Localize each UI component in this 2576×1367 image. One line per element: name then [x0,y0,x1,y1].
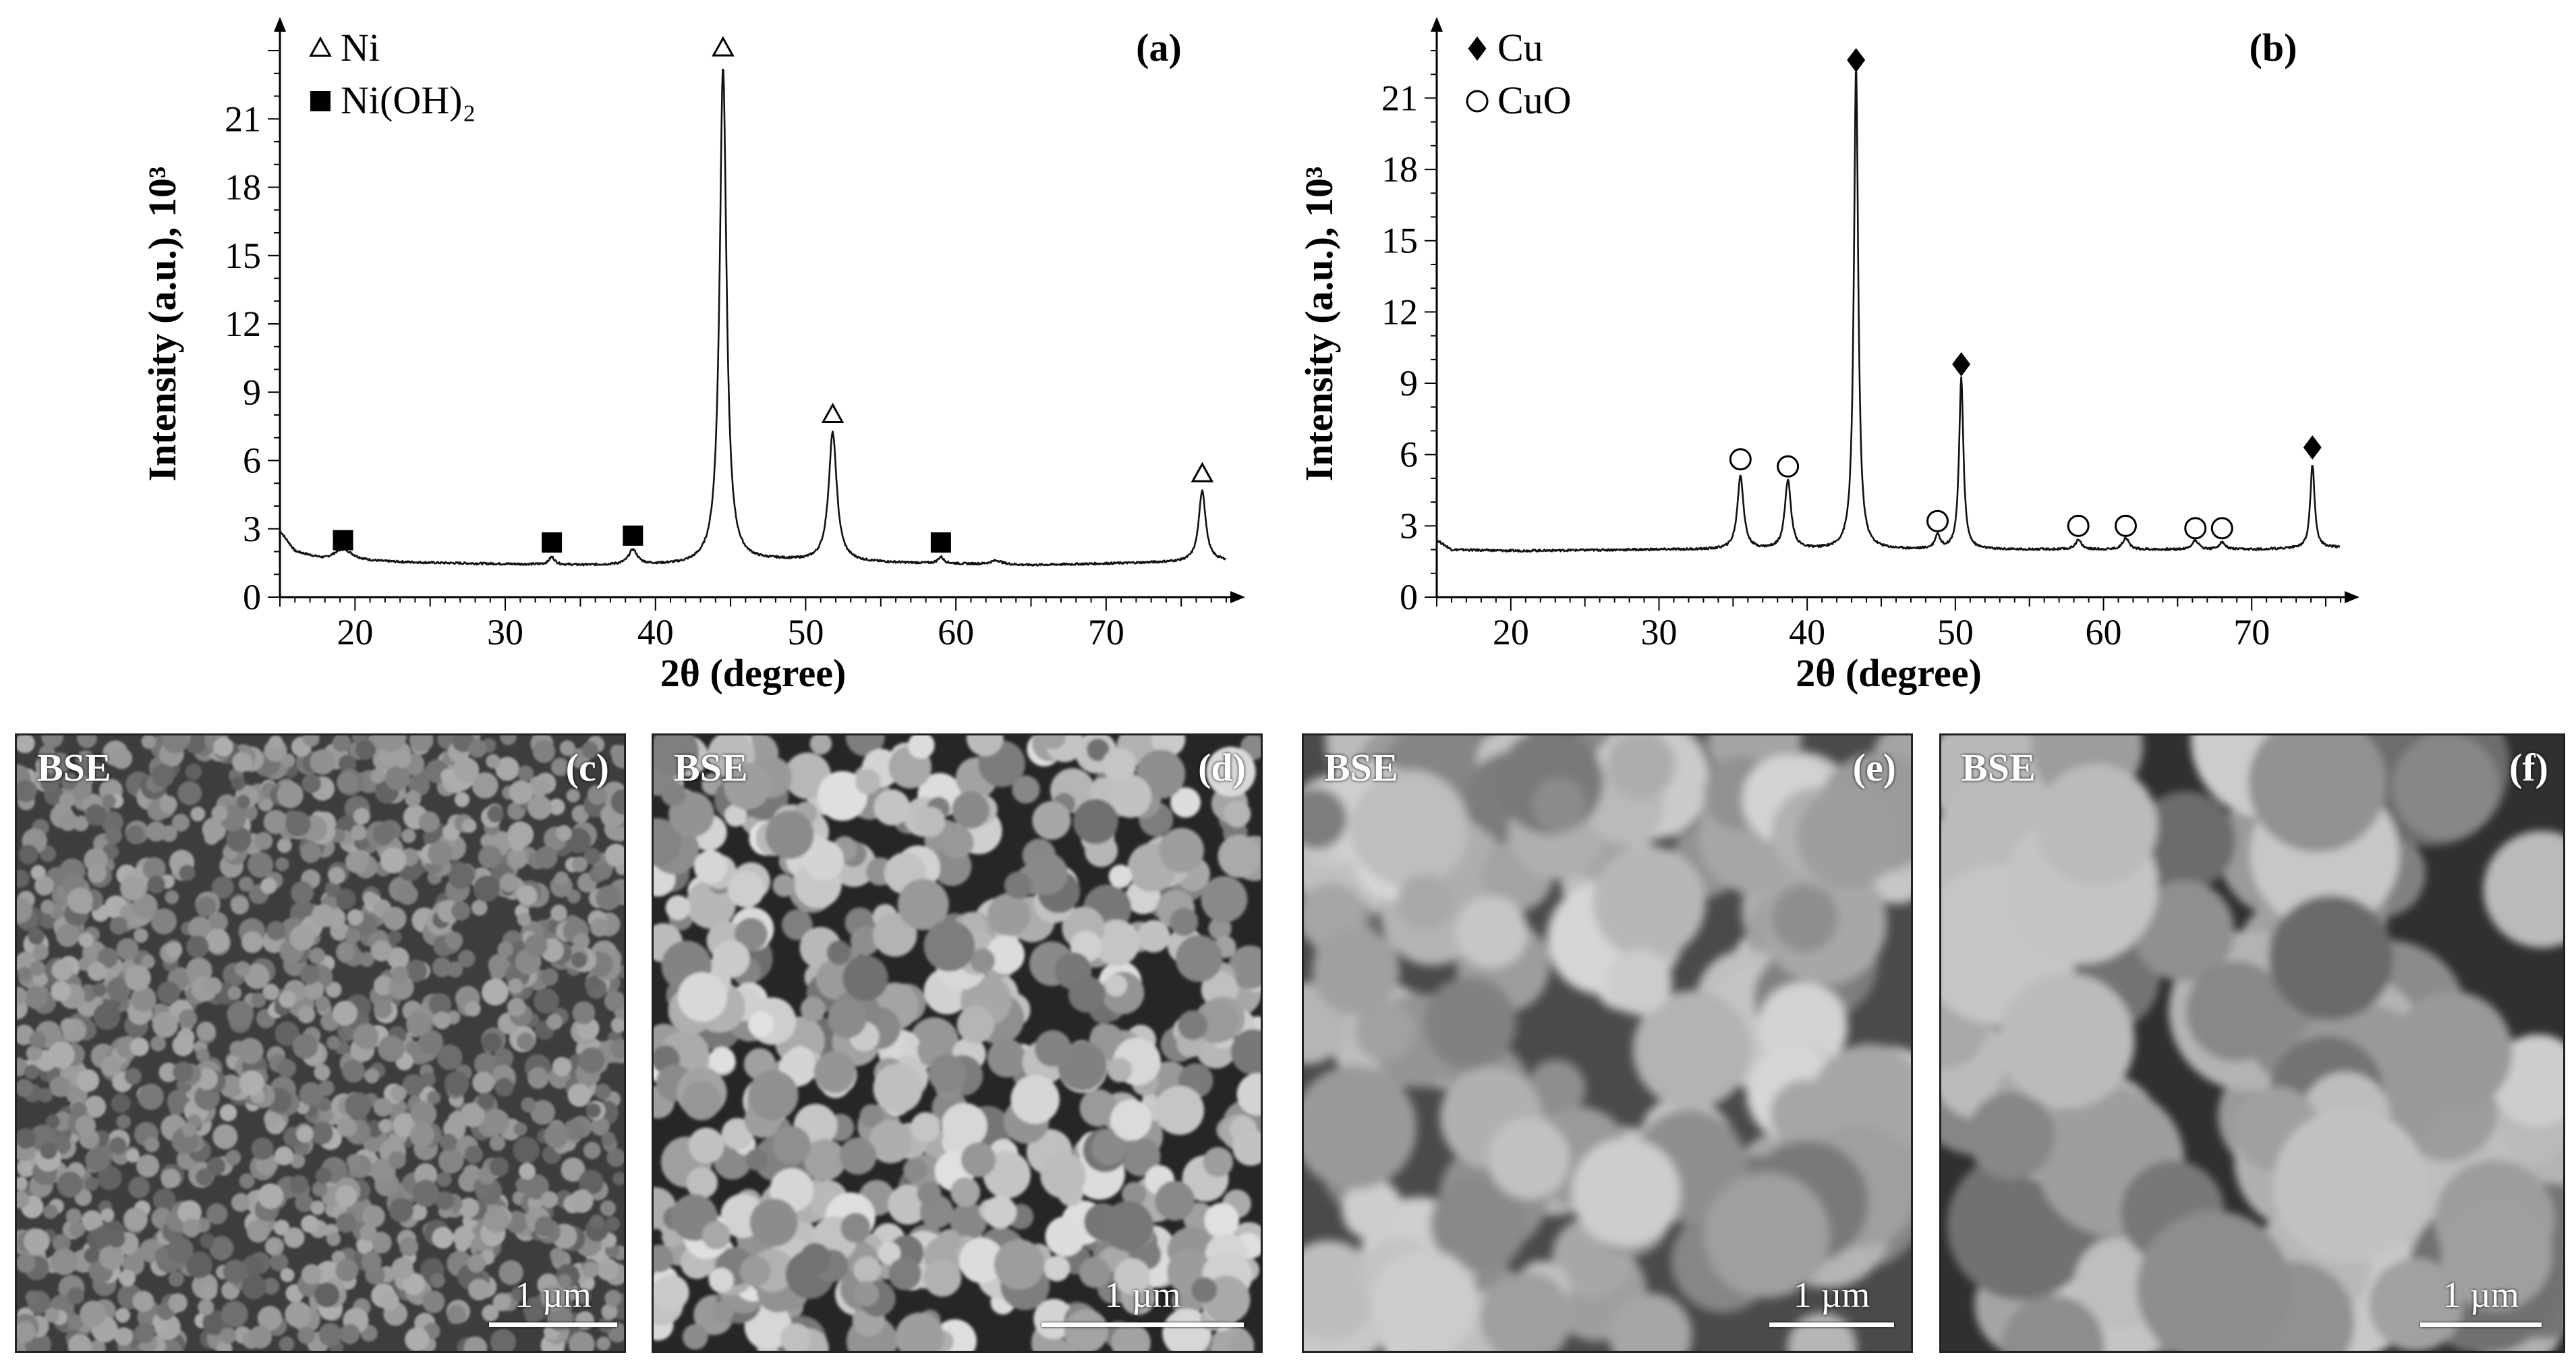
y-tick-label: 12 [225,304,261,344]
x-tick-label: 30 [487,612,523,652]
diamond-marker [1847,48,1866,73]
scale-bar-label-f: 1 µm [2442,1275,2519,1315]
sem-micrograph-c: BSE (c) 1 µm [15,733,626,1353]
x-axis-title: 2θ (degree) [660,651,847,695]
x-tick-label: 60 [2086,612,2122,652]
circle-marker [1926,509,1949,532]
sem-texture-c [17,735,624,1351]
panel-label-f: (f) [2509,746,2548,789]
legend-label: CuO [1497,78,1572,122]
y-tick-label: 21 [225,99,261,139]
x-axis-arrow [1230,591,1245,603]
legend-circle-icon [1466,90,1489,113]
square-marker [623,525,643,546]
legend-label: Ni [341,26,380,69]
circle-marker [2114,514,2137,537]
xrd-pattern-line [1436,71,2341,553]
x-tick-label: 50 [1937,612,1974,652]
y-tick-label: 0 [243,577,261,617]
sem-micrograph-f: BSE (f) 1 µm [1939,733,2565,1353]
legend-diamond-icon [1468,36,1487,61]
circle-marker [2184,517,2207,540]
y-tick-label: 3 [243,509,261,549]
y-tick-label: 9 [243,372,261,412]
circle-marker [2210,517,2233,540]
x-tick-label: 70 [1088,612,1124,652]
square-marker [930,532,951,553]
y-tick-label: 0 [1400,577,1418,617]
x-tick-label: 60 [938,612,974,652]
y-tick-label: 6 [243,441,261,481]
y-tick-label: 21 [1381,78,1418,118]
legend-triangle-icon [309,36,332,57]
circle-marker [1777,455,1800,478]
x-tick-label: 70 [2233,612,2270,652]
scale-bar-label-c: 1 µm [515,1275,592,1315]
panel-label: (a) [1136,26,1182,69]
y-tick-label: 9 [1400,363,1418,403]
sem-micrograph-d: BSE (d) 1 µm [652,733,1263,1353]
circle-marker [2067,514,2090,537]
x-tick-label: 20 [1493,612,1529,652]
triangle-marker [712,36,735,57]
sem-texture-e [1304,735,1911,1351]
scale-bar-d [1041,1322,1244,1327]
x-axis-arrow [2345,591,2359,603]
detector-label-d: BSE [674,746,748,789]
scale-bar-e [1769,1322,1894,1327]
x-tick-label: 50 [787,612,824,652]
legend-label: Cu [1497,26,1543,69]
y-axis-title: Intensity (a.u.), 10³ [140,167,184,482]
scale-bar-label-e: 1 µm [1793,1275,1870,1315]
x-tick-label: 20 [337,612,373,652]
triangle-marker [821,402,845,423]
xrd-pattern-line [279,68,1227,567]
sem-texture-f [1941,735,2563,1351]
diamond-marker [2303,435,2322,460]
square-marker [333,530,353,551]
y-axis-arrow [1431,17,1443,32]
y-tick-label: 3 [1400,505,1418,546]
y-tick-label: 6 [1400,435,1418,475]
panel-label-d: (d) [1198,746,1246,789]
scale-bar-c [489,1322,617,1327]
legend-label: Ni(OH)₂ [341,78,476,122]
panel-label: (b) [2250,26,2297,69]
y-axis-arrow [274,17,286,32]
detector-label-e: BSE [1324,746,1398,789]
x-tick-label: 30 [1641,612,1678,652]
y-tick-label: 18 [1381,149,1418,190]
square-marker [542,532,563,553]
y-axis-title: Intensity (a.u.), 10³ [1297,167,1341,482]
xrd-chart-a: 20 30 40 50 60 70 0 3 6 9 12 15 18 21 2θ (degree) Inten… [140,17,1245,695]
circle-marker [1729,448,1752,471]
y-tick-label: 15 [225,235,261,276]
legend-square-icon [310,91,331,111]
scale-bar-f [2420,1322,2542,1327]
panel-label-e: (e) [1852,746,1896,789]
diamond-marker [1952,352,1971,376]
triangle-marker [1191,462,1214,482]
x-tick-label: 40 [1789,612,1825,652]
y-tick-label: 15 [1381,221,1418,261]
scale-bar-label-d: 1 µm [1104,1275,1181,1315]
y-tick-label: 12 [1381,291,1418,332]
detector-label-c: BSE [37,746,111,789]
y-tick-label: 18 [225,167,261,208]
panel-label-c: (c) [565,746,609,789]
sem-texture-d [654,735,1261,1351]
x-tick-label: 40 [637,612,674,652]
xrd-chart-b: 20 30 40 50 60 70 0 3 6 9 12 15 18 21 2θ (degree) Inten… [1297,17,2359,695]
x-axis-title: 2θ (degree) [1796,651,1982,695]
detector-label-f: BSE [1962,746,2036,789]
sem-micrograph-e: BSE (e) 1 µm [1302,733,1913,1353]
